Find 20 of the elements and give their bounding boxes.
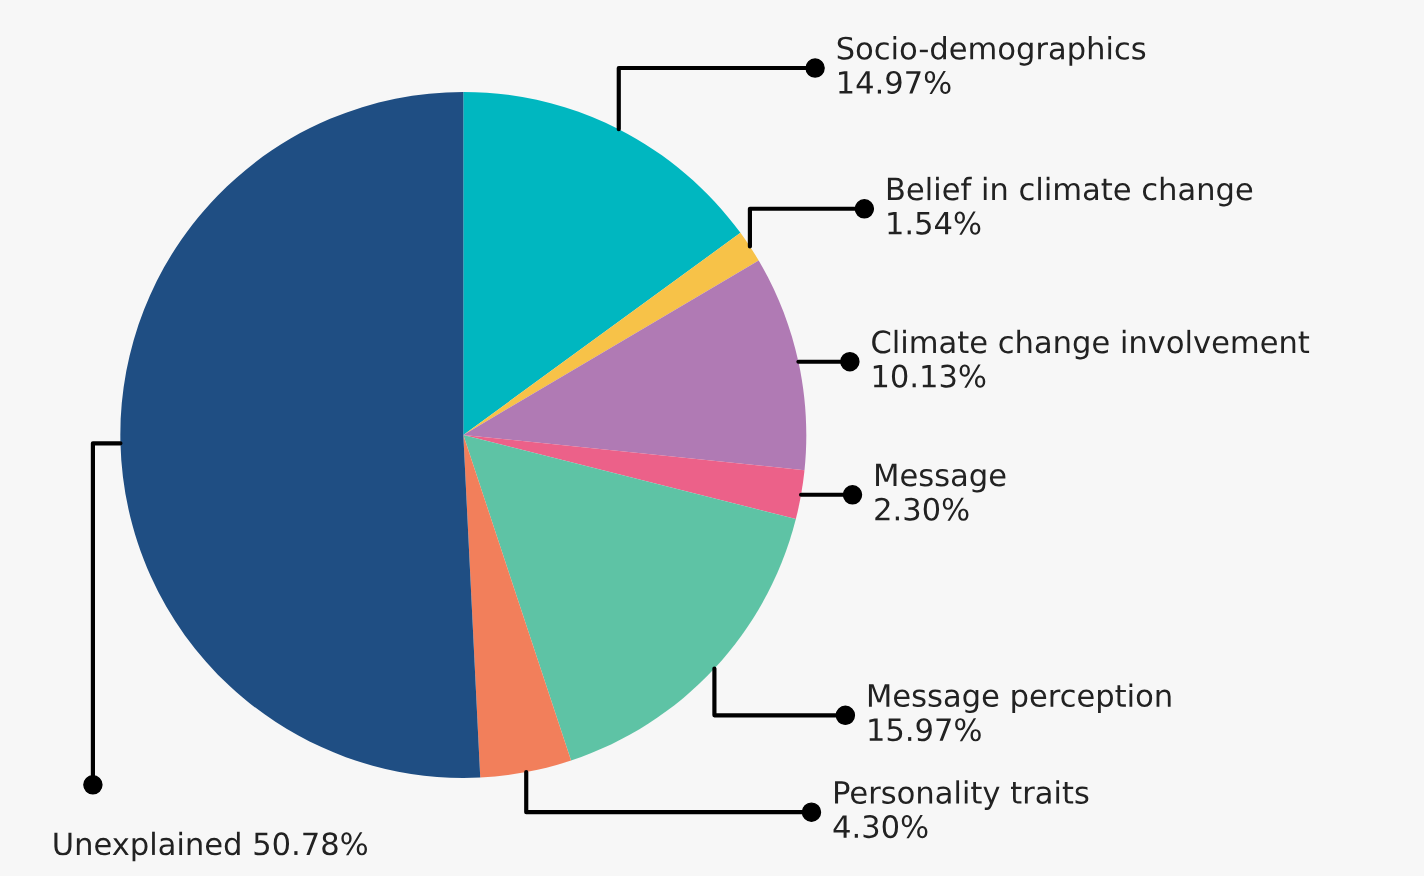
data-label: 15.97% bbox=[869, 718, 981, 742]
pie-slice bbox=[463, 260, 807, 471]
data-label: 1.54% bbox=[888, 211, 981, 235]
pie-slice bbox=[463, 91, 741, 435]
pie-slice bbox=[463, 434, 805, 520]
slice-label: Message bbox=[876, 463, 1006, 493]
slice-label: Personality traits bbox=[835, 780, 1089, 810]
data-label: 10.13% bbox=[873, 364, 986, 388]
slice-label: Belief in climate change bbox=[887, 176, 1253, 207]
pie-slice bbox=[463, 232, 759, 435]
pie-slice bbox=[463, 434, 796, 761]
slice-label: Socio-demographics bbox=[837, 36, 1146, 66]
pie-slice bbox=[120, 91, 481, 778]
slice-label: Message perception bbox=[868, 683, 1171, 713]
data-label: 4.30% bbox=[833, 815, 928, 839]
slice-label: Unexplained 50.78% bbox=[54, 831, 368, 862]
slice-label: Climate change involvement bbox=[872, 329, 1310, 360]
data-label: 2.30% bbox=[875, 497, 969, 521]
pie-slice bbox=[463, 434, 572, 778]
data-label: 14.97% bbox=[839, 70, 951, 94]
